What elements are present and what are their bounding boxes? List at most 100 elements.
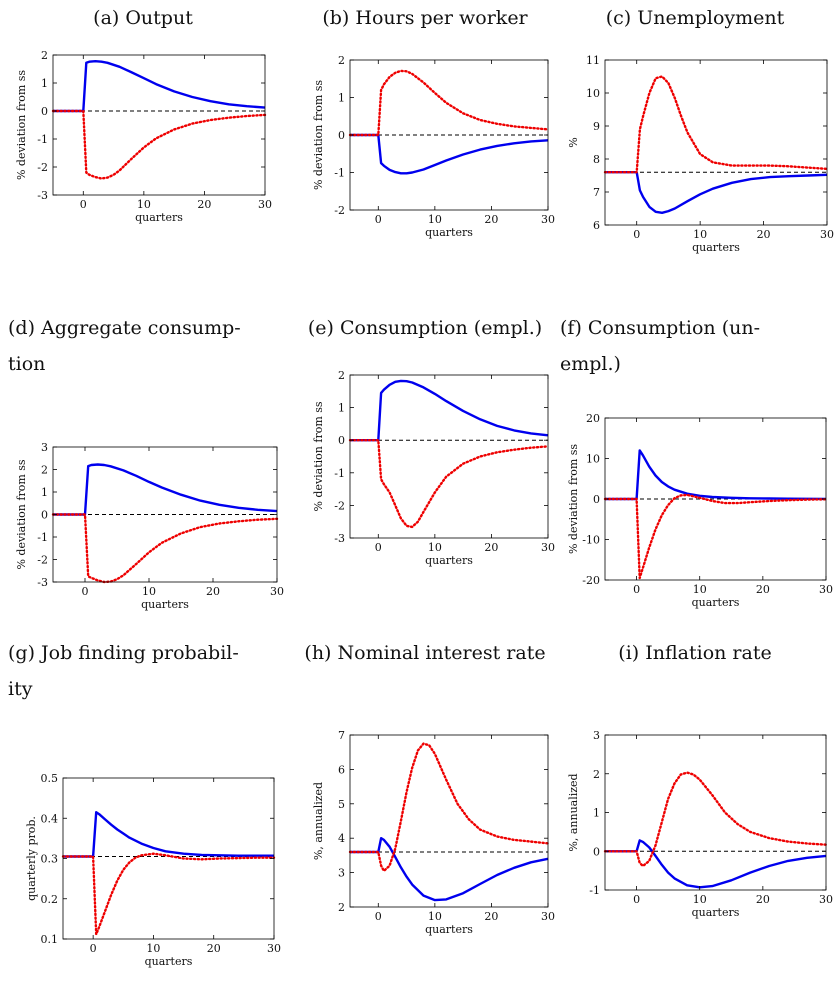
- y-tick-label: -1: [37, 133, 48, 146]
- y-tick-label: -2: [37, 554, 48, 567]
- x-tick-label: 20: [207, 942, 221, 955]
- y-tick-label: -2: [37, 161, 48, 174]
- series-line-solid-blue: [605, 449, 827, 501]
- y-tick-label: 10: [586, 453, 600, 466]
- y-tick-label: 0: [593, 493, 600, 506]
- y-tick-label: 0: [338, 129, 345, 142]
- series-line-solid-blue: [63, 810, 274, 858]
- y-tick-label: 4: [338, 832, 345, 845]
- y-tick-label: 2: [41, 464, 48, 477]
- y-tick-label: 0.3: [41, 853, 59, 866]
- series-line-solid-blue: [605, 839, 827, 889]
- y-tick-label: 1: [41, 77, 48, 90]
- plot-frame: [349, 374, 549, 539]
- x-tick-label: 0: [375, 541, 382, 554]
- series-line-dotted-red: [348, 742, 550, 873]
- x-tick-label: 30: [819, 583, 833, 596]
- y-tick-label: -1: [589, 884, 600, 897]
- panel-aggregate-consumption: (d) Aggregate consump- tion 0 10 20 30 -3 -2-…: [8, 310, 284, 630]
- unemployment-chart: 0 10 20 30 6 7 8 9 10 11 quarters%: [567, 54, 834, 254]
- y-tick-label: 7: [338, 729, 345, 742]
- x-axis-label: quarters: [145, 955, 193, 968]
- y-tick-label: -1: [37, 531, 48, 544]
- y-axis-label: % deviation from ss: [312, 401, 325, 511]
- panel-inflation-rate: (i) Inflation rate 0 10 20 30 -1 0 1 2 3 quarters…: [560, 635, 833, 955]
- y-tick-label: 6: [338, 763, 345, 776]
- aggregate-consumption-chart: 0 10 20 30 -3 -2 -1 0 1 2 3 quarters % deviation fro…: [15, 441, 284, 611]
- x-tick-label: 10: [693, 893, 707, 906]
- panel-title: (f) Consumption (un- empl.): [560, 310, 830, 382]
- x-axis-label: quarters: [135, 211, 183, 224]
- plot-frame: [604, 59, 828, 226]
- x-axis-label: quarters: [692, 906, 740, 919]
- y-tick-label: 3: [593, 729, 600, 742]
- x-tick-label: 0: [633, 228, 640, 241]
- y-tick-label: 0.1: [41, 933, 59, 946]
- plot-frame: [604, 734, 827, 891]
- y-tick-label: -3: [37, 576, 48, 589]
- x-tick-label: 20: [484, 910, 498, 923]
- x-tick-label: 0: [375, 213, 382, 226]
- x-tick-label: 30: [541, 213, 555, 226]
- panel-title-line-1: (d) Aggregate consump-: [8, 317, 241, 339]
- consumption-unemployed-chart: 0 10 20 30 -20 -10 0 10 20 quarters % deviation fr…: [567, 412, 833, 609]
- series-line-dotted-red: [348, 438, 550, 529]
- series-line-solid-blue: [350, 133, 549, 175]
- series-line-dotted-red: [51, 513, 279, 584]
- panel-title: (d) Aggregate consump- tion: [8, 310, 278, 382]
- panel-title: (g) Job finding probabil- ity: [8, 635, 278, 707]
- panel-title: (e) Consumption (empl.): [307, 317, 543, 339]
- y-axis-label: %, annualized: [567, 773, 580, 851]
- series-line-dotted-red: [603, 771, 828, 868]
- series-line-solid-blue: [350, 836, 549, 902]
- y-axis-label: % deviation from ss: [312, 80, 325, 190]
- y-tick-label: -2: [334, 204, 345, 217]
- x-tick-label: 0: [633, 583, 640, 596]
- panel-job-finding-probability: (g) Job finding probabil- ity 0 10 20 30 0.1…: [8, 635, 281, 968]
- panel-title-line-2: tion: [8, 353, 46, 375]
- x-axis-label: quarters: [141, 598, 189, 611]
- x-tick-label: 20: [484, 541, 498, 554]
- y-tick-label: -20: [582, 574, 600, 587]
- y-tick-label: 5: [338, 798, 345, 811]
- y-tick-label: 1: [41, 486, 48, 499]
- x-tick-label: 10: [428, 910, 442, 923]
- y-tick-label: 9: [593, 120, 600, 133]
- y-tick-label: 0: [593, 845, 600, 858]
- series-line-dotted-red: [51, 109, 267, 180]
- x-tick-label: 30: [819, 893, 833, 906]
- x-tick-label: 0: [375, 910, 382, 923]
- panel-consumption-unemployed: (f) Consumption (un- empl.) 0 10 20 30 -20 -1…: [560, 310, 833, 630]
- output-chart: 0 10 20 30 -3 -2 -1 0 1 2 quarters % deviation from…: [15, 49, 272, 224]
- x-tick-label: 30: [541, 541, 555, 554]
- series-line-dotted-red: [603, 493, 828, 580]
- x-tick-label: 10: [428, 541, 442, 554]
- x-axis-label: quarters: [425, 226, 473, 239]
- y-axis-label: % deviation from ss: [567, 444, 580, 554]
- x-tick-label: 0: [80, 198, 87, 211]
- hours-chart: 0 10 20 30 -2 -1 0 1 2 quarters % deviation from s…: [312, 54, 555, 239]
- panel-title: (i) Inflation rate: [618, 642, 772, 664]
- y-tick-label: 0.2: [41, 893, 59, 906]
- x-tick-label: 0: [633, 893, 640, 906]
- x-tick-label: 20: [756, 893, 770, 906]
- y-tick-label: 3: [338, 867, 345, 880]
- x-tick-label: 30: [541, 910, 555, 923]
- y-tick-label: 1: [338, 402, 345, 415]
- series-line-solid-blue: [605, 170, 828, 215]
- y-tick-label: 20: [586, 412, 600, 425]
- y-tick-label: 0: [41, 509, 48, 522]
- series-line-dotted-red: [603, 75, 829, 174]
- panel-title: (b) Hours per worker: [322, 7, 528, 29]
- y-tick-label: 2: [41, 49, 48, 62]
- x-tick-label: 10: [142, 585, 156, 598]
- inflation-rate-chart: 0 10 20 30 -1 0 1 2 3 quarters %, annualized: [567, 729, 833, 919]
- y-tick-label: 0.5: [41, 772, 59, 785]
- consumption-employed-chart: 0 10 20 30 -3 -2 -1 0 1 2 quarters % deviation from…: [312, 369, 555, 567]
- x-tick-label: 20: [484, 213, 498, 226]
- y-tick-label: 0.4: [41, 812, 59, 825]
- y-tick-label: 7: [593, 186, 600, 199]
- y-tick-label: 6: [593, 219, 600, 232]
- x-tick-label: 20: [756, 583, 770, 596]
- y-tick-label: -2: [334, 499, 345, 512]
